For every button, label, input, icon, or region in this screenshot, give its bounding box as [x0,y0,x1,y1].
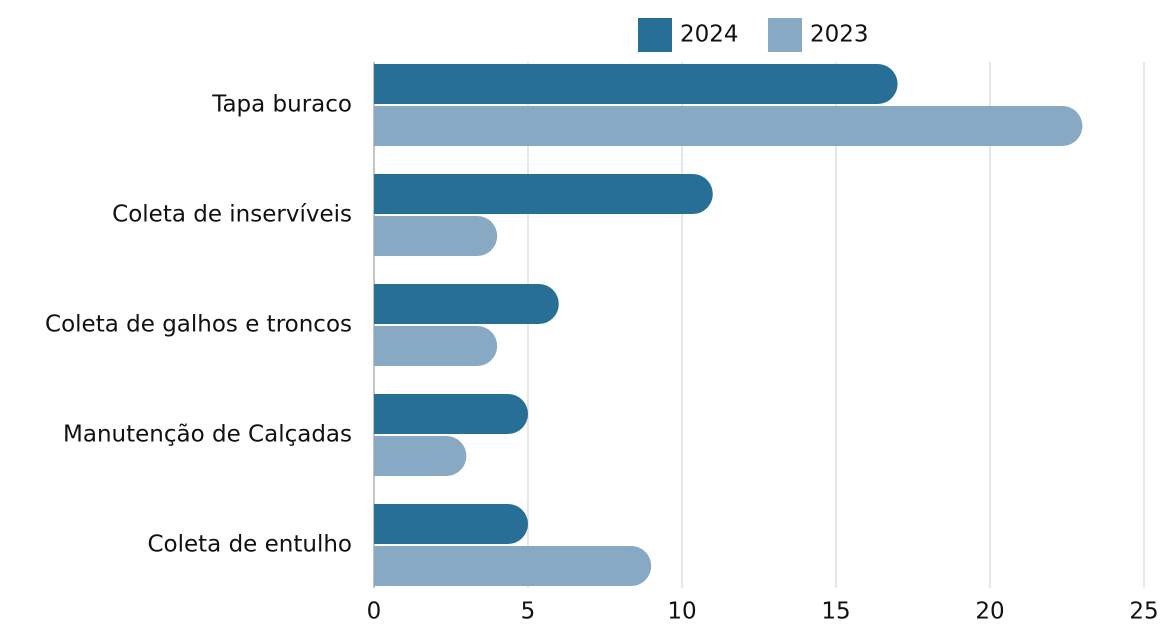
bar [374,436,467,476]
bar [374,174,713,214]
y-tick-label: Coleta de galhos e troncos [45,312,352,338]
bar [374,546,652,586]
bar [374,326,498,366]
x-tick-label: 0 [367,599,382,625]
legend-swatch [638,18,672,52]
bar [374,504,528,544]
x-tick-label: 15 [821,599,850,625]
bar [374,284,559,324]
bar [374,106,1083,146]
bar [374,216,498,256]
legend-label: 2023 [810,22,869,48]
bar [374,394,528,434]
x-tick-label: 10 [667,599,696,625]
legend-label: 2024 [680,22,739,48]
x-tick-label: 20 [975,599,1004,625]
y-tick-label: Coleta de entulho [147,532,352,558]
x-tick-label: 5 [521,599,536,625]
y-tick-label: Tapa buraco [211,92,352,118]
y-tick-label: Coleta de inservíveis [112,202,352,228]
legend-swatch [768,18,802,52]
x-tick-label: 25 [1129,599,1158,625]
y-tick-label: Manutenção de Calçadas [63,422,352,448]
bar [374,64,898,104]
